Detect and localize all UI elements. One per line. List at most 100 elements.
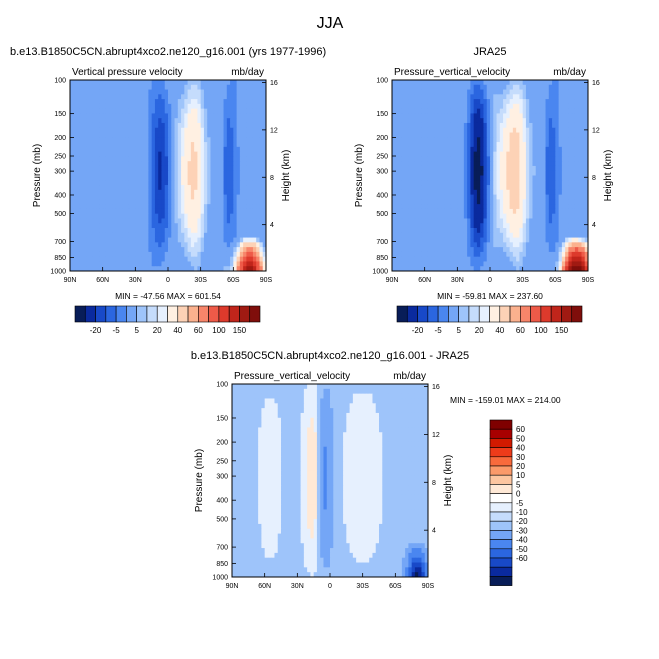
contour-cell xyxy=(480,137,484,143)
contour-cell xyxy=(444,89,448,95)
contour-cell xyxy=(512,242,517,248)
contour-cell xyxy=(548,232,553,238)
contour-cell xyxy=(535,103,540,110)
contour-cell xyxy=(148,175,153,181)
contour-cell xyxy=(249,108,254,114)
contour-cell xyxy=(217,146,221,153)
contour-cell xyxy=(161,127,166,133)
contour-cell xyxy=(210,218,215,224)
contour-cell xyxy=(571,256,576,262)
contour-cell xyxy=(164,266,169,272)
contour-cell xyxy=(447,228,452,234)
contour-cell xyxy=(519,161,524,167)
contour-cell xyxy=(145,94,149,100)
contour-cell xyxy=(181,223,185,229)
y-tick-label: 700 xyxy=(376,239,388,246)
contour-cell xyxy=(542,165,546,172)
contour-cell xyxy=(249,99,254,105)
contour-cell xyxy=(418,232,422,238)
contour-cell xyxy=(584,156,589,162)
contour-cell xyxy=(125,228,130,234)
contour-cell xyxy=(177,189,182,195)
contour-cell xyxy=(213,99,218,105)
contour-cell xyxy=(252,232,257,238)
contour-cell xyxy=(490,180,494,186)
contour-cell xyxy=(480,103,484,110)
contour-cell xyxy=(99,89,104,95)
contour-cell xyxy=(249,170,254,176)
contour-cell xyxy=(558,146,563,153)
contour-cell xyxy=(578,189,582,195)
contour-cell xyxy=(161,223,166,229)
contour-cell xyxy=(532,156,537,162)
contour-cell xyxy=(555,132,559,138)
contour-cell xyxy=(184,108,188,114)
contour-cell xyxy=(96,247,100,253)
contour-cell xyxy=(92,146,97,153)
contour-cell xyxy=(532,194,537,200)
contour-cell xyxy=(223,242,228,248)
contour-cell xyxy=(532,137,537,143)
contour-cell xyxy=(89,161,94,167)
contour-cell xyxy=(437,127,442,133)
contour-cell xyxy=(467,103,471,110)
contour-cell xyxy=(480,180,484,186)
contour-cell xyxy=(96,194,100,200)
contour-cell xyxy=(539,189,543,195)
colorbar-label: -20 xyxy=(412,326,424,335)
contour-cell xyxy=(525,132,530,138)
contour-cell xyxy=(233,118,237,124)
contour-cell xyxy=(161,208,166,215)
contour-cell xyxy=(79,208,84,215)
contour-cell xyxy=(125,151,130,157)
contour-cell xyxy=(220,232,224,238)
contour-cell xyxy=(503,266,507,272)
contour-cell xyxy=(571,232,576,238)
contour-cell xyxy=(138,127,143,133)
contour-cell xyxy=(96,99,100,105)
contour-cell xyxy=(503,208,507,215)
contour-cell xyxy=(447,199,452,205)
contour-cell xyxy=(470,218,475,224)
contour-cell xyxy=(558,180,563,186)
contour-cell xyxy=(581,180,586,186)
contour-cell xyxy=(119,237,123,243)
contour-cell xyxy=(83,185,87,191)
contour-cell xyxy=(571,251,576,258)
contour-cell xyxy=(109,99,113,105)
contour-cell xyxy=(252,80,257,86)
contour-cell xyxy=(509,84,514,90)
contour-cell xyxy=(135,89,139,95)
contour-cell xyxy=(571,142,576,148)
contour-cell xyxy=(277,384,282,390)
contour-cell xyxy=(392,256,396,262)
contour-cell xyxy=(421,194,426,200)
contour-cell xyxy=(187,122,192,129)
contour-cell xyxy=(122,151,126,157)
contour-cell xyxy=(252,256,257,262)
contour-cell xyxy=(190,142,195,148)
contour-cell xyxy=(184,127,188,133)
contour-cell xyxy=(555,165,559,172)
contour-cell xyxy=(548,170,553,176)
contour-cell xyxy=(395,266,399,272)
contour-cell xyxy=(122,94,126,100)
contour-cell xyxy=(574,137,579,143)
contour-cell xyxy=(555,247,559,253)
contour-cell xyxy=(545,94,550,100)
contour-cell xyxy=(236,228,241,234)
contour-cell xyxy=(158,175,162,181)
contour-cell xyxy=(236,142,241,148)
contour-cell xyxy=(70,146,74,153)
contour-cell xyxy=(239,185,244,191)
contour-cell xyxy=(220,132,224,138)
contour-cell xyxy=(220,156,224,162)
contour-cell xyxy=(200,251,205,258)
contour-cell xyxy=(584,256,589,262)
contour-cell xyxy=(571,89,576,95)
contour-cell xyxy=(76,213,81,219)
contour-cell xyxy=(210,180,215,186)
contour-cell xyxy=(171,261,175,267)
contour-cell xyxy=(584,127,589,133)
contour-cell xyxy=(441,103,445,110)
